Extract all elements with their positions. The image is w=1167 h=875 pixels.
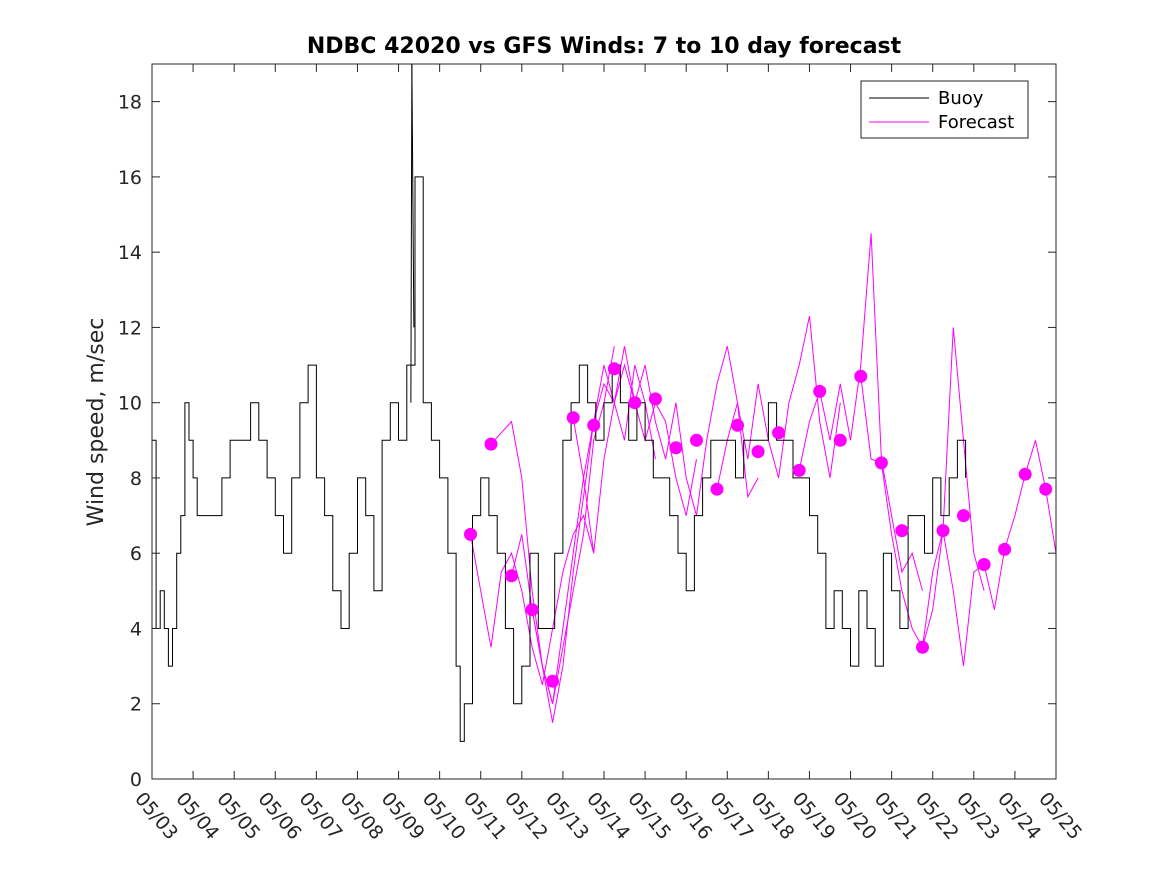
chart-title: NDBC 42020 vs GFS Winds: 7 to 10 day for… (307, 34, 902, 59)
forecast-point (751, 445, 765, 459)
forecast-point (1039, 482, 1053, 496)
x-tick-label: 05/04 (171, 788, 223, 844)
forecast-point (895, 524, 909, 538)
x-tick-label: 05/08 (336, 788, 388, 844)
buoy-peak (411, 63, 415, 328)
legend-forecast-label: Forecast (938, 112, 1014, 133)
x-tick-label: 05/16 (664, 788, 716, 844)
y-axis-label: Wind speed, m/sec (84, 318, 109, 527)
forecast-point (484, 437, 498, 451)
x-tick-label: 05/05 (212, 788, 264, 844)
legend-box (860, 80, 1029, 139)
forecast-line (470, 514, 595, 686)
y-axis: 0 2 4 6 8 10 12 14 16 18 (118, 92, 1056, 791)
x-tick-label: 05/17 (705, 788, 757, 844)
forecast-point (690, 433, 703, 447)
forecast-point (566, 411, 580, 425)
buoy-line (152, 176, 967, 742)
forecast-line (490, 346, 615, 704)
forecast-point (669, 441, 683, 455)
forecast-point (813, 384, 827, 398)
legend: Buoy Forecast (860, 80, 1029, 139)
x-axis: 05/0305/0405/0505/0605/0705/0805/0905/10… (130, 64, 1086, 844)
x-tick-label: 05/12 (500, 788, 552, 844)
forecast-point (957, 509, 970, 523)
forecast-point (464, 527, 477, 541)
x-tick-label: 05/10 (418, 788, 470, 844)
forecast-point (607, 362, 621, 376)
x-tick-label: 05/25 (1034, 788, 1086, 844)
forecast-point (546, 674, 560, 688)
x-tick-label: 05/21 (870, 788, 922, 844)
forecast-point (587, 418, 601, 432)
y-tick-label: 8 (130, 468, 142, 490)
x-tick-label: 05/18 (747, 788, 799, 844)
forecast-point (833, 433, 847, 447)
y-tick-label: 10 (118, 393, 142, 415)
forecast-point (977, 558, 991, 571)
y-tick-label: 14 (118, 242, 142, 264)
forecast-point (731, 418, 744, 432)
forecast-point (628, 396, 642, 410)
forecast-point (998, 542, 1012, 556)
x-tick-label: 05/15 (623, 788, 675, 844)
buoy-peak (410, 63, 413, 403)
x-tick-label: 05/23 (952, 788, 1004, 844)
y-tick-label: 16 (118, 167, 142, 189)
x-tick-label: 05/19 (788, 788, 840, 844)
plot-area (152, 63, 1057, 742)
forecast-point (505, 569, 518, 583)
x-tick-label: 05/22 (911, 788, 963, 844)
forecast-point (1018, 467, 1032, 481)
y-tick-label: 12 (118, 317, 142, 339)
forecast-point (854, 369, 868, 383)
forecast-point (874, 456, 888, 470)
forecast-point (772, 426, 786, 440)
x-tick-label: 05/20 (829, 788, 881, 844)
forecast-line (860, 327, 985, 649)
x-tick-label: 05/11 (459, 788, 511, 844)
forecast-point (936, 524, 950, 538)
legend-buoy-label: Buoy (938, 88, 984, 109)
y-tick-label: 6 (130, 543, 142, 565)
x-tick-label: 05/03 (130, 788, 182, 844)
x-tick-label: 05/14 (582, 788, 634, 844)
forecast-point (916, 640, 929, 654)
y-tick-label: 0 (130, 769, 142, 791)
x-tick-label: 05/13 (541, 788, 593, 844)
forecast-point (710, 482, 724, 496)
forecast-point (525, 603, 539, 617)
forecast-point (648, 392, 662, 406)
y-tick-label: 2 (130, 694, 142, 716)
y-tick-label: 18 (118, 92, 142, 114)
forecast-point (792, 463, 806, 477)
x-tick-label: 05/07 (295, 788, 347, 844)
x-tick-label: 05/24 (993, 788, 1045, 844)
x-tick-label: 05/06 (253, 788, 305, 844)
y-tick-label: 4 (130, 618, 142, 640)
forecast-line (716, 315, 841, 490)
x-tick-label: 05/09 (377, 788, 429, 844)
forecast-line (922, 440, 1057, 667)
